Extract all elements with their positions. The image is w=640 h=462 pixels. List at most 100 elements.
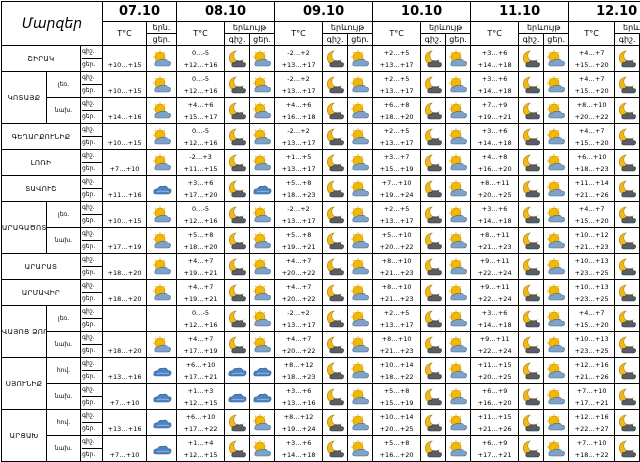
day-label: ցեր. (82, 293, 102, 305)
day-temperature: +13…+17 (373, 215, 420, 227)
day-temperature: +21…+23 (373, 293, 420, 305)
day-night-labels: գիշ.ցեր. (81, 46, 103, 72)
night-label: գիշ. (82, 254, 102, 267)
temperature-cell: -2…+2+13…+17 (275, 202, 323, 228)
moon-cloud-icon (615, 228, 640, 254)
day-temperature: +22…+24 (471, 267, 518, 279)
region-name: ՇԻՐԱԿ (2, 46, 81, 72)
date-header: 09.10 (275, 2, 373, 22)
night-header: գիշ. (421, 34, 446, 46)
date-header: 08.10 (177, 2, 275, 22)
temperature-cell: +1…+5+13…+17 (275, 150, 323, 176)
day-temperature: +22…+24 (471, 345, 518, 357)
day-header: ցեր. (348, 34, 373, 46)
temperature-cell: -2…+2+13…+17 (275, 124, 323, 150)
day-temperature: +17…+19 (103, 241, 146, 253)
cloud-sun-icon (147, 332, 177, 358)
night-temperature: 0…-5 (177, 47, 224, 59)
day-temperature: +21…+26 (569, 371, 614, 383)
cloud-sun-icon (446, 228, 471, 254)
day-temperature: +20…+25 (471, 189, 518, 201)
temperature-cell: +2…+5+13…+17 (373, 46, 421, 72)
cloud-sun-icon (147, 46, 177, 72)
cloud-sun-icon (250, 202, 275, 228)
day-temperature: +17…+22 (177, 423, 224, 435)
day-temperature: +17…+21 (177, 371, 224, 383)
day-temperature: +7…+10 (103, 397, 146, 409)
temperature-cell: +10…+15 (103, 202, 147, 228)
temperature-cell: +3…+6+13…+16 (275, 384, 323, 410)
day-temperature: +17…+21 (471, 449, 518, 461)
day-night-labels: գիշ.ցեր. (81, 436, 103, 462)
night-temperature: +4…+6 (275, 99, 322, 111)
day-temperature: +20…+22 (569, 111, 614, 123)
moon-cloud-icon (323, 332, 348, 358)
cloud-sun-icon (544, 410, 569, 436)
region-name: ԼՈՌԻ (2, 150, 81, 176)
temperature-cell: +4…+7+20…+22 (275, 254, 323, 280)
night-label: գիշ. (82, 202, 102, 215)
day-temperature: +13…+17 (275, 137, 322, 149)
temperature-cell: +10…+12+21…+23 (569, 228, 615, 254)
day-temperature: +19…+21 (177, 267, 224, 279)
day-night-labels: գիշ.ցեր. (81, 202, 103, 228)
night-temperature: +2…+5 (373, 307, 420, 319)
night-temperature: +5…+8 (373, 437, 420, 449)
moon-cloud-icon (323, 358, 348, 384)
temperature-cell: -2…+3+11…+15 (177, 150, 225, 176)
night-temperature: -2…+2 (275, 307, 322, 319)
temperature-cell: +4…+7+15…+20 (569, 306, 615, 332)
night-temperature: +3…+7 (373, 151, 420, 163)
day-temperature: +12…+16 (177, 59, 224, 71)
day-temperature: +14…+16 (103, 111, 146, 123)
cloud-sun-icon (446, 176, 471, 202)
day-temperature: +22…+24 (471, 293, 518, 305)
subregion-name: հով. (47, 410, 81, 436)
moon-cloud-icon (421, 332, 446, 358)
moon-cloud-icon (323, 436, 348, 462)
temperature-cell: +1…+3+12…+15 (177, 384, 225, 410)
day-night-labels: գիշ.ցեր. (81, 228, 103, 254)
night-temperature: +1…+4 (177, 437, 224, 449)
day-temperature: +20…+22 (275, 293, 322, 305)
day-header: ցեր. (544, 34, 569, 46)
day-temperature: +15…+19 (373, 163, 420, 175)
moon-cloud-icon (421, 72, 446, 98)
moon-cloud-icon (421, 228, 446, 254)
temperature-cell: +18…+20 (103, 280, 147, 306)
day-temperature: +10…+15 (103, 85, 146, 97)
phenomenon-header: երևույթ (519, 22, 569, 34)
cloud-sun-icon (544, 228, 569, 254)
subregion-name: նախ. (47, 384, 81, 410)
temperature-cell: +4…+6+16…+18 (275, 98, 323, 124)
moon-cloud-icon (225, 150, 250, 176)
moon-cloud-icon (421, 46, 446, 72)
day-temperature: +18…+23 (569, 163, 614, 175)
temperature-cell: +5…+8+18…+20 (177, 228, 225, 254)
day-temperature: +14…+18 (471, 85, 518, 97)
cloud-sun-icon (147, 202, 177, 228)
cloud-sun-icon (147, 254, 177, 280)
day-night-labels: գիշ.ցեր. (81, 124, 103, 150)
cloud-sun-icon (544, 306, 569, 332)
day-label: ցեր. (82, 59, 102, 71)
night-label: գիշ. (82, 332, 102, 345)
moon-cloud-icon (421, 150, 446, 176)
moon-cloud-icon (519, 124, 544, 150)
night-temperature: +4…+7 (569, 47, 614, 59)
day-temperature: +18…+23 (275, 189, 322, 201)
night-temperature: +3…+6 (471, 73, 518, 85)
temperature-cell: +18…+20 (103, 332, 147, 358)
temperature-cell: +8…+12+19…+24 (275, 410, 323, 436)
cloud-sun-icon (544, 280, 569, 306)
cloud-sun-icon (446, 72, 471, 98)
cloud-sun-icon (544, 384, 569, 410)
temperature-cell: +7…+10 (103, 436, 147, 462)
moon-cloud-icon (421, 306, 446, 332)
night-temperature: +5…+8 (177, 229, 224, 241)
day-label: ցեր. (82, 215, 102, 227)
temperature-cell: +12…+16+22…+27 (569, 410, 615, 436)
day-night-labels: գիշ.ցեր. (81, 280, 103, 306)
